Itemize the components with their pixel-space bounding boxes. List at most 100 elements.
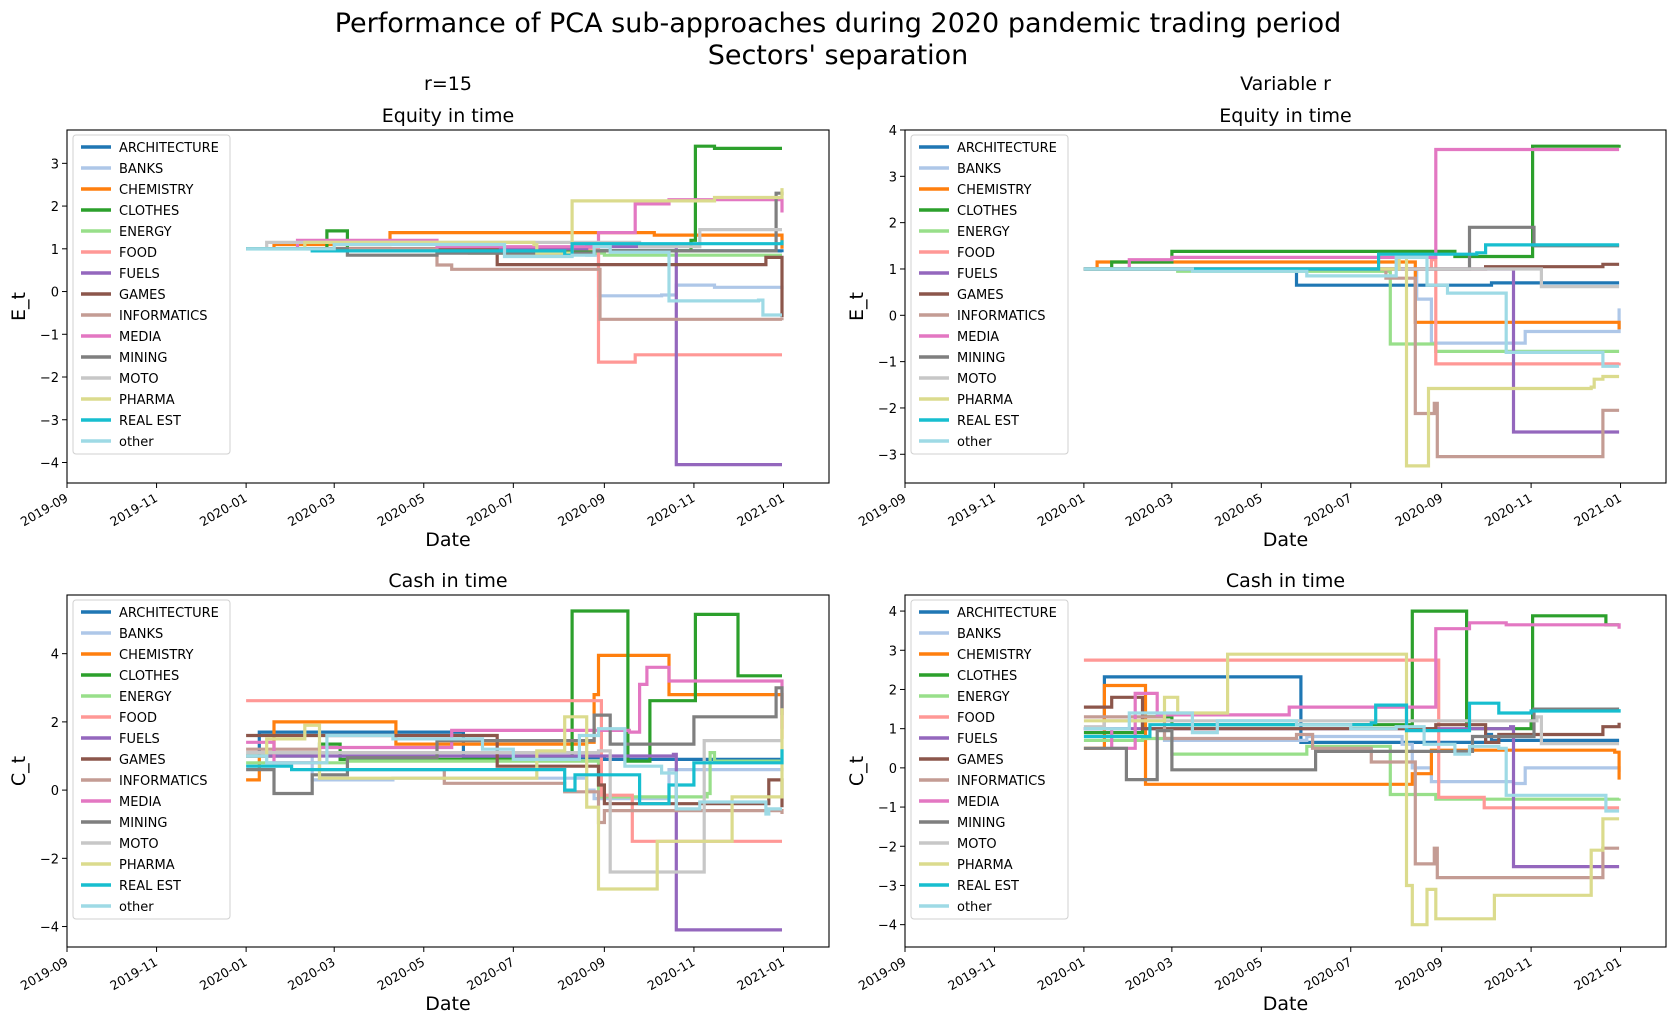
x-tick-label: 2020-11	[1482, 490, 1535, 529]
legend-label: MEDIA	[957, 330, 999, 345]
subplot-subtitle: Equity in time	[382, 105, 514, 127]
y-tick-label: 2	[889, 217, 897, 232]
legend-label: FOOD	[119, 711, 157, 726]
legend-label: CHEMISTRY	[957, 648, 1032, 663]
x-tick-label: 2020-07	[1302, 490, 1355, 529]
subplot-title: r=15	[424, 73, 472, 95]
y-axis-label: C_t	[846, 756, 868, 786]
y-tick-label: −4	[40, 921, 59, 936]
legend-label: MEDIA	[957, 795, 999, 810]
series-line-clothes	[246, 609, 782, 763]
series-line-real-est	[1083, 701, 1621, 739]
subplot-0: r=15 Equity in time −4 −3 −2 −1 0 1 2 3 2019-09 201…	[8, 73, 830, 551]
legend-label: FOOD	[957, 246, 995, 261]
legend-label: ENERGY	[957, 690, 1010, 705]
legend-label: MOTO	[119, 372, 159, 387]
series-line-food	[246, 699, 782, 843]
series-line-pharma	[1083, 652, 1620, 927]
series-line-other	[1083, 711, 1620, 813]
axes-frame	[904, 129, 1667, 484]
series-line-banks	[1083, 727, 1621, 786]
x-tick-label: 2019-11	[945, 954, 998, 993]
series-line-games	[246, 247, 784, 318]
series-line-mining	[1083, 707, 1620, 782]
series-group	[1083, 609, 1621, 927]
series-line-pharma	[1083, 255, 1620, 468]
x-tick-label: 2020-11	[645, 954, 698, 993]
x-tick-label: 2019-11	[107, 954, 160, 993]
x-tick-label: 2020-05	[375, 954, 428, 993]
y-tick-label: 2	[51, 716, 59, 731]
legend-label: FUELS	[957, 267, 998, 282]
legend-label: GAMES	[119, 753, 166, 768]
x-tick-label: 2020-03	[285, 490, 338, 529]
y-axis-label: E_t	[8, 292, 30, 321]
legend-label: ENERGY	[119, 225, 172, 240]
legend-label: REAL EST	[957, 414, 1019, 429]
legend-label: CLOTHES	[957, 669, 1017, 684]
series-line-chemistry	[1083, 683, 1621, 786]
series-line-moto	[246, 739, 782, 874]
series-line-other	[246, 727, 782, 816]
series-line-clothes	[1083, 609, 1620, 735]
legend-label: ENERGY	[119, 690, 172, 705]
legend-box	[910, 599, 1069, 920]
x-tick-label: 2019-09	[856, 490, 909, 529]
y-tick-label: 4	[51, 648, 59, 663]
figure-title-line2: Sectors' separation	[708, 40, 969, 71]
x-tick-label: 2020-07	[1302, 954, 1355, 993]
legend-label: CHEMISTRY	[119, 648, 194, 663]
y-tick-label: −4	[40, 456, 59, 471]
series-line-informatics	[1083, 267, 1620, 459]
y-tick-label: −1	[40, 328, 59, 343]
legend-label: REAL EST	[119, 414, 181, 429]
x-tick-label: 2020-09	[555, 490, 608, 529]
legend: ARCHITECTURE BANKS CHEMISTRY CLOTHES ENERGY F…	[910, 134, 1069, 455]
y-tick-label: −3	[40, 414, 59, 429]
y-tick-label: 0	[51, 784, 59, 799]
legend-label: BANKS	[957, 627, 1001, 642]
legend-label: INFORMATICS	[119, 774, 208, 789]
x-tick-label: 2020-03	[1123, 490, 1176, 529]
series-line-banks	[1083, 267, 1621, 345]
x-tick-label: 2020-11	[1482, 954, 1535, 993]
legend-label: FOOD	[957, 711, 995, 726]
legend-label: MINING	[957, 816, 1005, 831]
x-tick-label: 2019-09	[856, 954, 909, 993]
x-tick-label: 2020-05	[1212, 954, 1265, 993]
y-tick-label: −3	[878, 879, 897, 894]
legend-label: CLOTHES	[957, 204, 1017, 219]
x-tick-label: 2020-03	[1123, 954, 1176, 993]
series-line-real-est	[246, 749, 784, 806]
y-tick-label: −2	[40, 852, 59, 867]
legend-label: other	[957, 900, 992, 915]
y-tick-label: 4	[889, 605, 897, 620]
x-tick-label: 2021-01	[734, 954, 787, 993]
legend-box	[910, 134, 1069, 455]
series-line-clothes	[1083, 144, 1621, 271]
legend-label: INFORMATICS	[957, 309, 1046, 324]
x-tick-label: 2020-07	[464, 490, 517, 529]
legend-label: REAL EST	[957, 879, 1019, 894]
y-tick-label: 0	[51, 286, 59, 301]
x-tick-label: 2020-05	[375, 490, 428, 529]
x-tick-label: 2020-01	[1035, 490, 1088, 529]
subplot-3: Cash in time −4 −3 −2 −1 0 1 2 3 4 2019-09 2019-11 2…	[846, 570, 1667, 1015]
legend-box	[72, 134, 231, 455]
series-group	[1083, 144, 1621, 468]
legend-label: ARCHITECTURE	[119, 141, 219, 156]
y-axis-label: C_t	[8, 756, 30, 786]
series-line-media	[246, 198, 784, 251]
y-tick-label: 0	[889, 309, 897, 324]
axes-frame	[904, 594, 1667, 948]
x-tick-label: 2021-01	[734, 490, 787, 529]
legend-label: CLOTHES	[119, 204, 179, 219]
y-tick-label: 1	[51, 243, 59, 258]
legend-label: MEDIA	[119, 795, 161, 810]
legend: ARCHITECTURE BANKS CHEMISTRY CLOTHES ENERGY F…	[72, 599, 231, 920]
x-axis-label: Date	[425, 529, 470, 551]
legend-label: MOTO	[957, 837, 997, 852]
series-group	[246, 609, 784, 932]
legend-label: other	[119, 900, 154, 915]
legend-label: MINING	[957, 351, 1005, 366]
